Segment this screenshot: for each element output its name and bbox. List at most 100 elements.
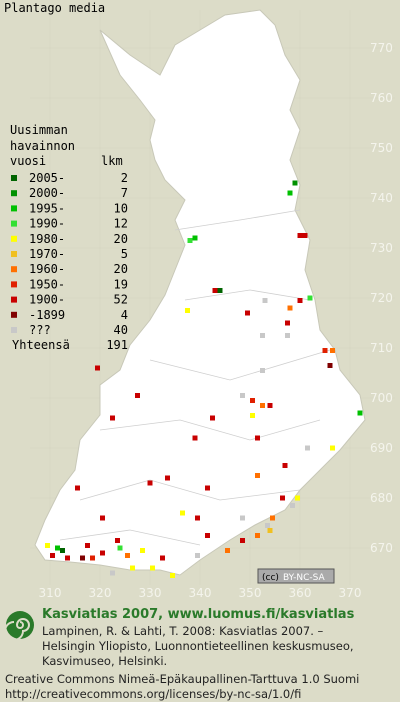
occurrence-square: [260, 368, 265, 373]
badge-box: [257, 568, 335, 584]
occurrence-square: [295, 495, 300, 501]
occurrence-square: [287, 305, 293, 311]
legend-period: 1900-: [29, 293, 65, 307]
legend-swatch: [11, 251, 17, 257]
citation-line: Helsingin Yliopisto, Luonnontieteellinen…: [42, 639, 354, 653]
occurrence-square: [85, 543, 90, 548]
occurrence-square: [302, 233, 308, 238]
y-tick-label: 740: [370, 191, 393, 205]
legend-count: 5: [121, 247, 128, 261]
legend-swatch: [11, 235, 17, 242]
y-tick-label: 770: [370, 41, 393, 55]
y-tick-label: 720: [370, 291, 393, 305]
occurrence-square: [240, 393, 245, 398]
occurrence-square: [240, 538, 245, 543]
occurrence-square: [250, 398, 255, 403]
x-tick-label: 360: [289, 586, 312, 600]
occurrence-square: [90, 555, 95, 561]
occurrence-square: [125, 553, 130, 558]
occurrence-square: [205, 485, 210, 491]
x-tick-label: 350: [239, 586, 262, 600]
occurrence-square: [165, 475, 170, 481]
legend-count: 12: [114, 217, 128, 231]
occurrence-square: [282, 463, 288, 468]
citation-line: Lampinen, R. & Lahti, T. 2008: Kasviatla…: [42, 624, 324, 638]
occurrence-square: [297, 298, 303, 303]
y-tick-label: 680: [370, 491, 393, 505]
occurrence-square: [225, 548, 230, 553]
occurrence-square: [290, 503, 295, 508]
occurrence-square: [297, 233, 303, 238]
cc-badge: (cc) BY-NC-SA: [257, 568, 335, 584]
species-title: Plantago media: [4, 1, 105, 15]
occurrence-square: [250, 413, 255, 418]
legend-col-count: lkm: [101, 154, 123, 168]
occurrence-square: [130, 565, 135, 571]
occurrence-square: [330, 348, 335, 353]
occurrence-squares: [45, 180, 363, 578]
legend-count: 40: [114, 323, 128, 337]
occurrence-square: [180, 510, 185, 516]
legend-count: 10: [114, 201, 128, 215]
occurrence-square: [330, 445, 335, 451]
logo: [4, 611, 34, 641]
occurrence-square: [287, 190, 293, 196]
occurrence-square: [265, 523, 270, 528]
occurrence-square: [195, 553, 200, 558]
occurrence-square: [260, 333, 265, 338]
occurrence-square: [95, 365, 100, 371]
occurrence-square: [260, 403, 265, 408]
legend-count: 2: [121, 171, 128, 185]
occurrence-square: [285, 333, 290, 338]
logo-spiral: [4, 618, 30, 641]
occurrence-square: [267, 528, 273, 533]
legend-period: 1995-: [29, 201, 65, 215]
y-tick-label: 710: [370, 341, 393, 355]
occurrence-square: [357, 410, 363, 416]
legend-count: 4: [121, 308, 128, 322]
site-title: Kasviatlas 2007, www.luomus.fi/kasviatla…: [42, 607, 355, 622]
occurrence-square: [65, 555, 70, 561]
license-url: http://creativecommons.org/licenses/by-n…: [5, 687, 301, 701]
legend-period: 1970-: [29, 247, 65, 261]
region-borders: [59, 209, 331, 546]
occurrence-square: [50, 553, 55, 558]
legend-swatch: [11, 220, 17, 227]
occurrence-square: [187, 238, 193, 243]
occurrence-square: [150, 565, 155, 571]
y-tick-label: 700: [370, 391, 393, 405]
occurrence-square: [100, 515, 105, 521]
legend-heading: havainnon: [10, 139, 75, 153]
occurrence-square: [80, 555, 85, 561]
occurrence-square: [267, 403, 273, 408]
x-tick-label: 320: [89, 586, 112, 600]
x-tick-label: 340: [189, 586, 212, 600]
legend-count: 19: [114, 277, 128, 291]
occurrence-square: [140, 548, 145, 553]
legend-col-period: vuosi: [10, 154, 46, 168]
occurrence-square: [205, 533, 210, 538]
logo-disc: [6, 611, 34, 639]
legend-swatch: [11, 327, 17, 333]
occurrence-square: [55, 545, 60, 551]
y-tick-label: 670: [370, 541, 393, 555]
occurrence-square: [115, 538, 120, 543]
occurrence-square: [160, 555, 165, 561]
legend-period: 2000-: [29, 186, 65, 200]
legend-swatch: [11, 205, 17, 212]
occurrence-square: [192, 235, 198, 241]
occurrence-square: [110, 415, 115, 421]
legend-total: 191: [106, 338, 128, 352]
finland-outline: [34, 9, 366, 576]
occurrence-square: [292, 180, 298, 186]
occurrence-square: [285, 320, 290, 326]
legend-period: 1980-: [29, 232, 65, 246]
occurrence-square: [240, 515, 245, 521]
legend-period: 2005-: [29, 171, 65, 185]
occurrence-square: [75, 485, 80, 491]
legend-heading: Uusimman: [10, 123, 68, 137]
legend-swatch: [11, 266, 17, 273]
occurrence-square: [185, 308, 190, 313]
occurrence-square: [45, 543, 50, 548]
